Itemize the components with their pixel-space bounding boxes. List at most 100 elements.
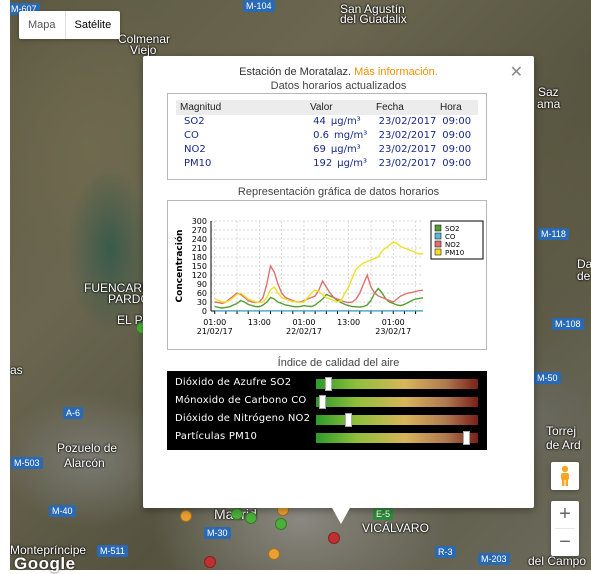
legend-entry: SO2: [445, 225, 459, 233]
aqi-label: Partículas PM10: [175, 431, 258, 442]
road-badge: M-50: [534, 372, 561, 384]
map-place-label: Alarcón: [64, 456, 105, 470]
zoom-out-button[interactable]: −: [559, 531, 571, 553]
cell-hora: 09:00: [442, 130, 472, 141]
y-tick-label: 0: [202, 307, 207, 316]
y-axis-label: Concentración: [174, 230, 185, 303]
table-row: PM10 192 µg/m³ 23/02/2017 09:00: [176, 157, 478, 171]
y-tick-label: 300: [192, 217, 207, 226]
y-tick-label: 180: [192, 253, 207, 262]
legend-swatch: [434, 240, 442, 248]
station-info-window: ✕ Estación de Moratalaz. Más información…: [143, 56, 534, 508]
aqi-row: Dióxido de Azufre SO2: [167, 375, 487, 393]
pegman-icon: [561, 465, 569, 486]
table-row: CO 0.6 mg/m³ 23/02/2017 09:00: [176, 129, 478, 143]
map-place-label: del Guadalix: [340, 12, 407, 26]
road-badge: M-511: [97, 545, 128, 557]
cell-value-number: 44: [313, 116, 326, 127]
x-tick-date-label: 23/02/17: [375, 327, 411, 336]
y-tick-label: 90: [197, 280, 207, 289]
map-place-label: de Ard: [546, 438, 581, 452]
cell-magnitud: SO2: [184, 116, 205, 127]
cell-unit: µg/m³: [330, 144, 361, 155]
map-type-map-button[interactable]: Mapa: [19, 11, 66, 39]
cell-unit: µg/m³: [337, 158, 368, 169]
aqi-scale-bar: [316, 431, 478, 445]
aqi-title: Índice de calidad del aire: [277, 357, 400, 369]
table-row: SO2 44 µg/m³ 23/02/2017 09:00: [176, 115, 478, 129]
road-badge: R-3: [435, 546, 456, 558]
aqi-level-marker: [319, 395, 327, 409]
cell-valor: 0.6 mg/m³: [313, 129, 379, 143]
y-tick-label: 150: [192, 262, 207, 271]
cell-valor: 192 µg/m³: [313, 157, 379, 171]
zoom-in-button[interactable]: +: [559, 503, 571, 525]
road-badge: M-118: [538, 228, 569, 240]
aqi-scale-bar: [316, 395, 478, 409]
hourly-data-table: Magnitud Valor Fecha Hora SO2 44 µg/m³ 23/0…: [167, 93, 487, 180]
cell-fecha: 23/02/2017: [378, 144, 437, 155]
graph-title: Representación gráfica de datos horarios: [237, 186, 440, 198]
series-line-so2: [214, 287, 424, 309]
legend-entry: CO: [445, 233, 456, 241]
station-marker[interactable]: [180, 510, 192, 522]
legend-swatch: [434, 232, 442, 240]
y-tick-label: 60: [197, 289, 207, 298]
road-badge: M-30: [204, 527, 231, 539]
station-marker[interactable]: [231, 508, 243, 520]
aqi-level-marker: [463, 431, 471, 445]
table-header: Magnitud Valor Fecha Hora: [176, 100, 478, 115]
hourly-data-title: Datos horarios actualizados: [270, 80, 407, 92]
cell-hora: 09:00: [442, 116, 472, 127]
y-tick-label: 120: [192, 271, 207, 280]
map-place-label: as: [10, 363, 23, 377]
aqi-scale-bar: [316, 413, 478, 427]
y-tick-label: 30: [197, 298, 207, 307]
station-marker[interactable]: [275, 518, 287, 530]
x-tick-label: 13:00: [248, 318, 271, 327]
map-place-label: Saz: [538, 85, 559, 99]
x-tick-label: 01:00: [382, 318, 405, 327]
cell-magnitud: PM10: [184, 158, 212, 169]
map-type-control: Mapa Satélite: [19, 11, 121, 39]
aqi-row: Dióxido de Nitrógeno NO2: [167, 411, 487, 429]
aqi-label: Dióxido de Azufre SO2: [175, 377, 292, 388]
road-badge: A-6: [63, 407, 84, 419]
aqi-row: Mónoxido de Carbono CO: [167, 393, 487, 411]
legend-entry: PM10: [445, 249, 464, 257]
series-line-pm10: [214, 241, 424, 304]
series-line-no2: [214, 264, 424, 305]
info-window-tail: [331, 506, 351, 524]
cell-value-number: 192: [313, 158, 333, 169]
map-place-label: Torrej: [546, 424, 577, 438]
map-type-satellite-button[interactable]: Satélite: [74, 19, 112, 31]
cell-fecha: 23/02/2017: [378, 130, 437, 141]
station-marker[interactable]: [204, 556, 216, 568]
x-tick-label: 01:00: [203, 318, 226, 327]
cell-valor: 69 µg/m³: [313, 143, 379, 157]
cell-magnitud: CO: [184, 130, 199, 141]
station-marker[interactable]: [268, 548, 280, 560]
station-marker[interactable]: [245, 512, 257, 524]
hourly-chart-panel: 0 30 60 90 120 150 180 210 240 270 300 01:00 21/02/1…: [167, 200, 487, 350]
google-logo: Google: [14, 554, 76, 573]
road-badge: M-108: [552, 318, 584, 330]
station-marker[interactable]: [328, 532, 340, 544]
road-badge: E-5: [373, 508, 394, 520]
cell-hora: 09:00: [442, 144, 472, 155]
cell-fecha: 23/02/2017: [378, 116, 437, 127]
x-tick-date-label: 21/02/17: [197, 327, 233, 336]
close-icon[interactable]: ✕: [509, 64, 523, 81]
map-place-label: Colmenar: [118, 32, 171, 46]
cell-hora: 09:00: [442, 158, 472, 169]
air-quality-index-panel: Dióxido de Azufre SO2 Mónoxido de Carbono…: [167, 371, 487, 450]
cell-value-number: 0.6: [313, 130, 330, 141]
y-tick-label: 210: [192, 244, 207, 253]
header-fecha: Fecha: [376, 102, 404, 113]
map-place-label: Da: [577, 257, 591, 271]
map-place-label: San Agustín: [340, 2, 405, 16]
zoom-control: + −: [551, 501, 579, 556]
street-view-pegman[interactable]: [551, 462, 579, 490]
road-badge: M-40: [49, 505, 76, 517]
more-info-link[interactable]: Más información.: [354, 66, 438, 78]
